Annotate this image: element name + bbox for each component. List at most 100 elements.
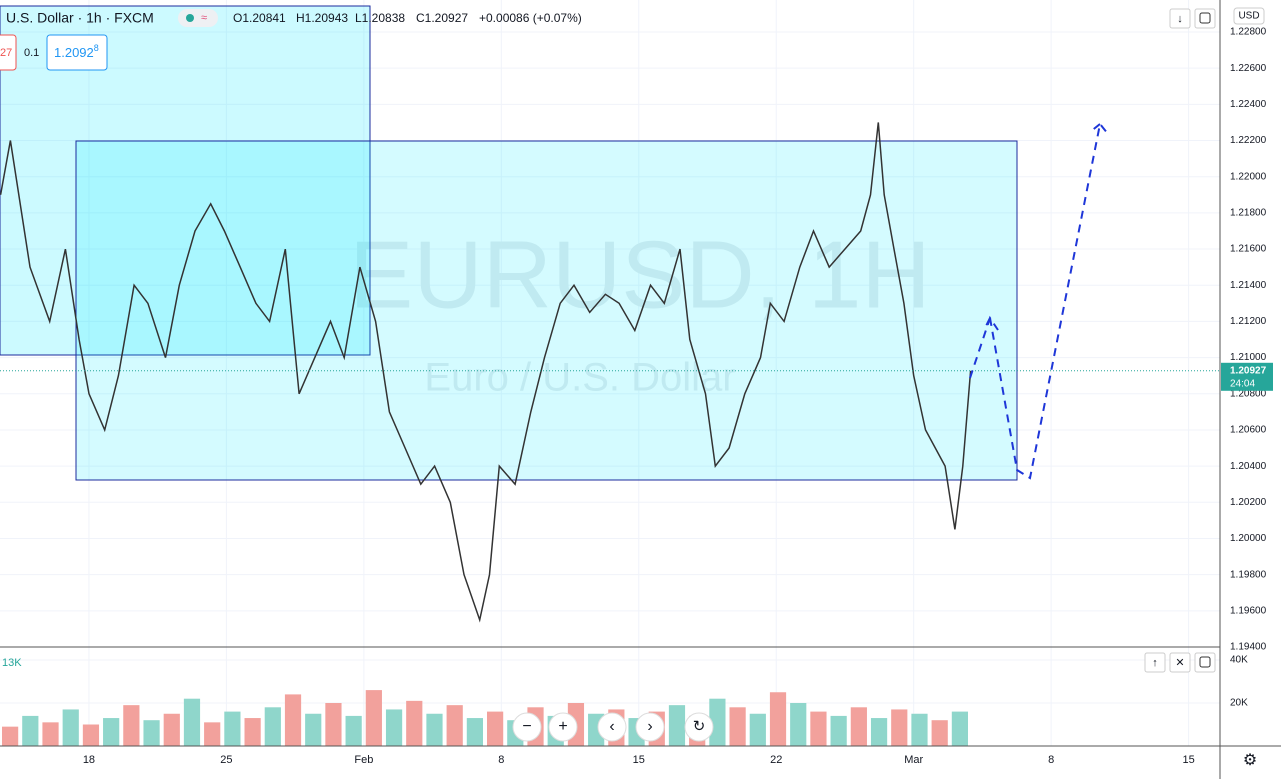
x-tick-label: 8 [1048, 754, 1054, 766]
volume-label: 13K [2, 657, 22, 669]
volume-bar [183, 698, 201, 746]
volume-bar [709, 698, 726, 746]
y-tick-label: 1.20800 [1230, 388, 1267, 399]
x-tick-label: 22 [770, 754, 782, 766]
currency: USD [1238, 11, 1259, 22]
symbol: U.S. Dollar · 1h · FXCM [6, 10, 154, 26]
volume-bar [426, 713, 443, 746]
pane-up-icon: ↑ [1152, 657, 1158, 669]
x-tick-label: 15 [633, 754, 645, 766]
buy-price-sup: 8 [94, 43, 99, 53]
volume-bar [244, 718, 261, 746]
y-tick-label: 1.22000 [1230, 171, 1267, 182]
ohlc-open: O1.20841 [233, 11, 286, 25]
y-tick-label: 1.20000 [1230, 533, 1267, 544]
volume-bar [870, 718, 888, 746]
volume-bar [62, 709, 79, 746]
volume-bar [123, 705, 140, 746]
buy-button[interactable] [46, 34, 108, 71]
sell-price: 27 [0, 47, 12, 59]
x-tick-label: Feb [354, 754, 373, 766]
scroll-button[interactable] [1169, 8, 1191, 29]
buy-price: 1.20928 [54, 43, 99, 60]
y-tick-label: 1.19600 [1230, 605, 1267, 616]
y-tick-label: 1.20600 [1230, 425, 1267, 436]
volume-bar [769, 692, 787, 746]
volume-bar [830, 715, 847, 746]
reset-button[interactable] [684, 712, 714, 742]
pane-close-button[interactable] [1169, 652, 1191, 673]
volume-bar [911, 713, 928, 746]
ohlc-high: H1.20943 [296, 11, 348, 25]
y-tick-label: 1.20200 [1230, 497, 1267, 508]
volume-bar [891, 709, 908, 746]
y-tick-label: 1.21000 [1230, 352, 1267, 363]
status-pill[interactable] [178, 9, 218, 27]
y-tick-label: 1.21800 [1230, 208, 1267, 219]
x-tick-label: 15 [1182, 754, 1194, 766]
volume-bar [466, 718, 483, 746]
volume-bar [790, 703, 807, 746]
volume-bar [365, 690, 382, 746]
settings-icon[interactable]: ⚙ [1243, 752, 1257, 769]
y-tick-label: 1.22600 [1230, 63, 1267, 74]
watermark-sub: Euro / U.S. Dollar [424, 356, 735, 400]
last-price-label: 1.20927 [1230, 365, 1267, 376]
scroll-left-icon: ‹ [609, 718, 614, 735]
volume-bar [163, 713, 180, 746]
y-tick-label: 1.21200 [1230, 316, 1267, 327]
maximize-icon [1199, 12, 1211, 24]
y-tick-label: 1.19800 [1230, 569, 1267, 580]
volume-bar [810, 711, 827, 746]
scroll-right-button[interactable] [635, 712, 665, 742]
last-price-tag [1221, 362, 1273, 391]
x-tick-label: 25 [220, 754, 232, 766]
y-tick-label: 1.22200 [1230, 135, 1267, 146]
volume-bar [951, 711, 968, 746]
x-tick-label: Mar [904, 754, 923, 766]
countdown: 24:04 [1230, 378, 1255, 389]
buy-price-main: 1.2092 [54, 45, 94, 60]
price-line [0, 122, 972, 623]
volume-bar [406, 700, 423, 746]
volume-bar [264, 707, 281, 746]
zoom-out-icon: − [522, 718, 531, 735]
volume-bar [224, 711, 241, 746]
volume-bar [931, 720, 948, 746]
volume-bar [668, 705, 686, 746]
volume-bar [385, 709, 403, 746]
zoom-in-icon: + [558, 718, 567, 735]
volume-bar [850, 707, 867, 746]
y-tick-label: 1.22800 [1230, 27, 1267, 38]
ohlc-close: C1.20927 [416, 11, 468, 25]
volume-bar [749, 713, 766, 746]
y-tick-label: 1.21600 [1230, 244, 1267, 255]
volume-bar [42, 722, 59, 746]
maximize-button[interactable] [1194, 8, 1216, 29]
volume-bar [2, 726, 19, 746]
watermark: EURUSD, 1H [349, 221, 930, 328]
sell-button[interactable] [0, 34, 17, 71]
volume-bar [22, 715, 39, 746]
status-dot [186, 14, 194, 22]
nav-controls: − + ‹ › ↻ ⚙ [512, 712, 1257, 769]
zoom-in-button[interactable] [548, 712, 578, 742]
volume-controls: ↑ ✕ [1144, 652, 1216, 673]
volume-bar [284, 694, 302, 746]
volume-bar [325, 703, 342, 746]
pane-up-button[interactable] [1144, 652, 1166, 673]
pane-max-button[interactable] [1194, 652, 1216, 673]
currency-button[interactable] [1233, 7, 1265, 25]
x-tick-label: 18 [83, 754, 95, 766]
y-tick-label: 1.21400 [1230, 280, 1267, 291]
y-tick-label: 1.22400 [1230, 99, 1267, 110]
volume-bar [103, 718, 120, 746]
scroll-left-button[interactable] [597, 712, 627, 742]
volume-tick-label: 20K [1230, 698, 1248, 709]
pane-close-icon: ✕ [1175, 657, 1184, 669]
projection-arrow[interactable] [969, 121, 1109, 480]
zoom-out-button[interactable] [512, 712, 542, 742]
y-tick-label: 1.19400 [1230, 642, 1267, 653]
volume-bar [729, 707, 746, 746]
zone-box[interactable] [75, 140, 1018, 481]
